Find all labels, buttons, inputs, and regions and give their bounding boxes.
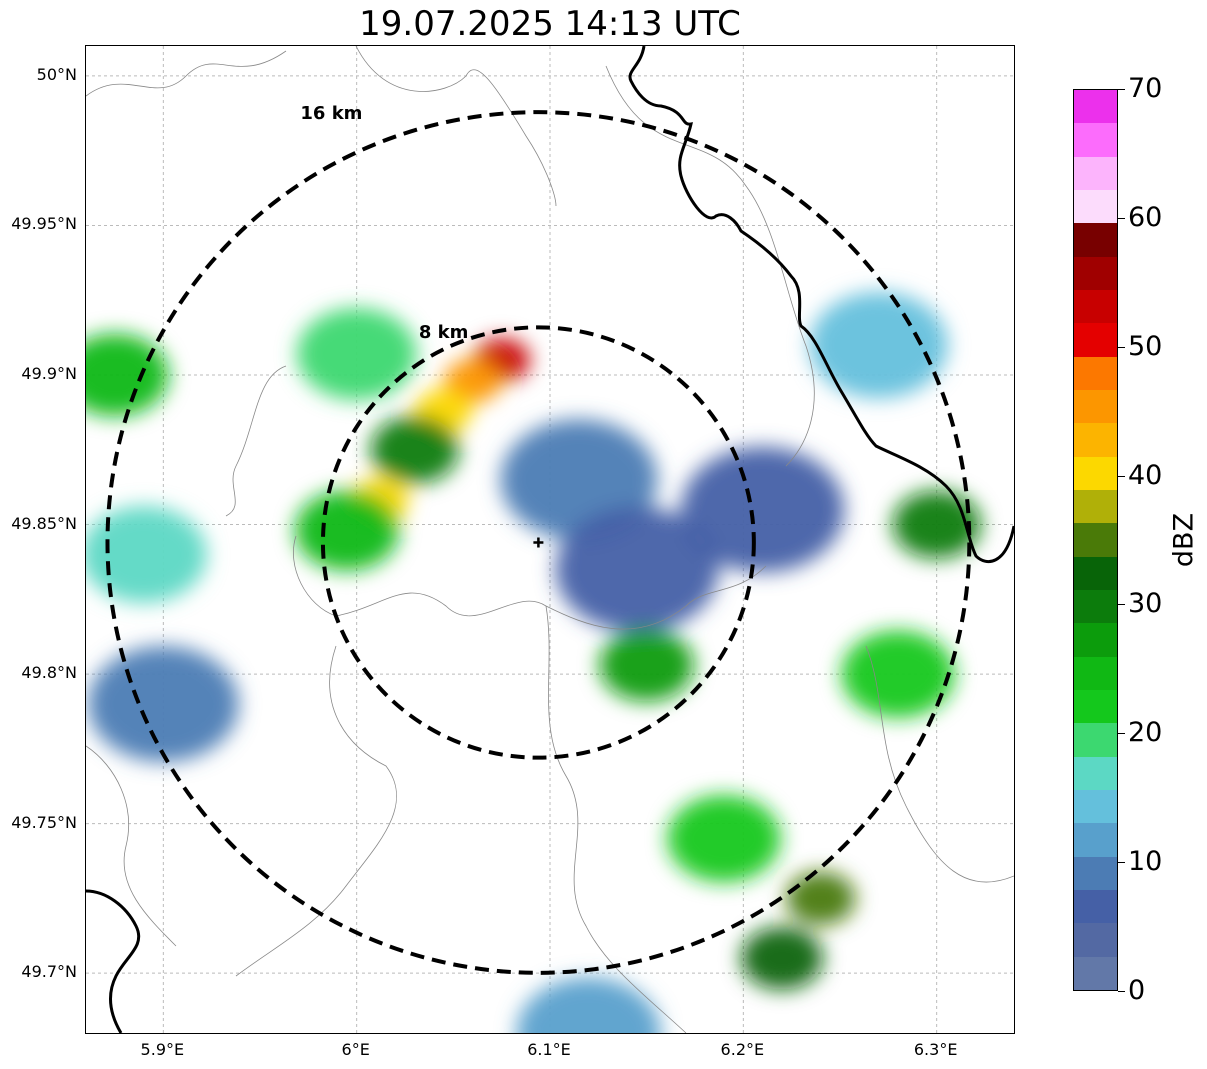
country-border [86, 46, 1014, 1033]
colorbar-segment [1074, 690, 1117, 724]
range-ring-label: 16 km [300, 102, 363, 124]
colorbar-unit-label: dBZ [1168, 512, 1200, 568]
lon-tick-label: 6.1°E [527, 1040, 571, 1059]
colorbar-segment [1074, 656, 1117, 691]
colorbar-tick [1118, 346, 1125, 348]
echo-cell [444, 358, 502, 403]
lat-tick-label: 49.9°N [21, 364, 77, 383]
colorbar-segment [1074, 423, 1117, 457]
lat-tick-label: 49.75°N [11, 812, 77, 832]
echo-cell [295, 490, 399, 571]
colorbar-tick [1118, 89, 1125, 90]
echo-cell [87, 646, 239, 762]
colorbar-tick-label: 20 [1128, 717, 1163, 749]
echo-cell [555, 506, 719, 633]
colorbar-segment [1074, 123, 1117, 157]
range-rings [105, 110, 972, 975]
colorbar-segment [1074, 756, 1117, 791]
lat-tick-label: 49.8°N [21, 663, 77, 683]
colorbar-tick [1118, 604, 1125, 606]
colorbar-segment [1074, 156, 1117, 191]
radar-site-marker [533, 537, 544, 548]
echo-cell [86, 333, 169, 417]
radar-site [533, 537, 544, 548]
echo-cell [681, 446, 845, 573]
colorbar-tick [1118, 733, 1125, 735]
echo-cell [296, 308, 417, 401]
colorbar-tick-label: 40 [1128, 459, 1163, 491]
echo-cell [667, 794, 781, 883]
colorbar-segment [1074, 523, 1117, 557]
colorbar-tick-label: 30 [1128, 588, 1163, 620]
colorbar-segment [1074, 490, 1117, 524]
colorbar-segment [1074, 590, 1117, 624]
lon-tick-label: 5.9°E [140, 1040, 185, 1059]
colorbar-segment [1074, 390, 1117, 424]
echo-cell [599, 628, 694, 702]
echo-cell [841, 630, 955, 718]
lon-tick-label: 6.3°E [913, 1040, 958, 1059]
colorbar-segment [1074, 323, 1117, 357]
colorbar-segment [1074, 923, 1117, 957]
map-title: 19.07.2025 14:13 UTC [359, 4, 741, 44]
radar-map[interactable] [85, 45, 1015, 1034]
colorbar [1073, 89, 1118, 991]
colorbar-tick [1118, 991, 1125, 992]
echo-cell [809, 291, 948, 399]
echo-cell [516, 977, 661, 1033]
map-canvas [86, 46, 1014, 1033]
colorbar-segment [1074, 356, 1117, 391]
colorbar-tick [1118, 475, 1125, 477]
colorbar-segment [1074, 956, 1117, 990]
echo-cell [740, 926, 824, 990]
lat-tick-label: 49.7°N [21, 962, 77, 982]
colorbar-tick-label: 0 [1128, 975, 1146, 1006]
admin-borders [86, 46, 1014, 1033]
colorbar-segment [1074, 556, 1117, 591]
range-ring [105, 110, 972, 975]
colorbar-segment [1074, 290, 1117, 324]
lat-tick-label: 49.95°N [11, 214, 77, 234]
colorbar-segment [1074, 456, 1117, 491]
colorbar-segment [1074, 256, 1117, 291]
echo-cell [370, 415, 459, 484]
lon-tick-label: 6°E [341, 1040, 370, 1059]
colorbar-tick-label: 10 [1128, 846, 1163, 878]
echo-cell [785, 871, 856, 926]
lon-tick-label: 6.2°E [720, 1040, 765, 1059]
colorbar-tick-label: 60 [1128, 201, 1163, 233]
colorbar-segment [1074, 223, 1117, 257]
reflectivity-echoes [86, 291, 981, 1033]
colorbar-tick [1118, 862, 1125, 864]
colorbar-tick-label: 70 [1128, 73, 1163, 104]
lat-tick-label: 49.85°N [11, 513, 77, 533]
graticule [86, 46, 1014, 1033]
colorbar-segment [1074, 790, 1117, 824]
echo-cell [86, 506, 207, 603]
colorbar-segment [1074, 90, 1117, 124]
range-ring [320, 325, 756, 760]
colorbar-tick [1118, 217, 1125, 219]
colorbar-segment [1074, 190, 1117, 224]
colorbar-segment [1074, 723, 1117, 757]
colorbar-segment [1074, 623, 1117, 657]
range-ring-label: 8 km [418, 322, 469, 343]
colorbar-tick-label: 50 [1128, 330, 1163, 362]
colorbar-segment [1074, 856, 1117, 891]
colorbar-segment [1074, 823, 1117, 857]
lat-tick-label: 50°N [36, 64, 77, 84]
colorbar-segment [1074, 890, 1117, 924]
